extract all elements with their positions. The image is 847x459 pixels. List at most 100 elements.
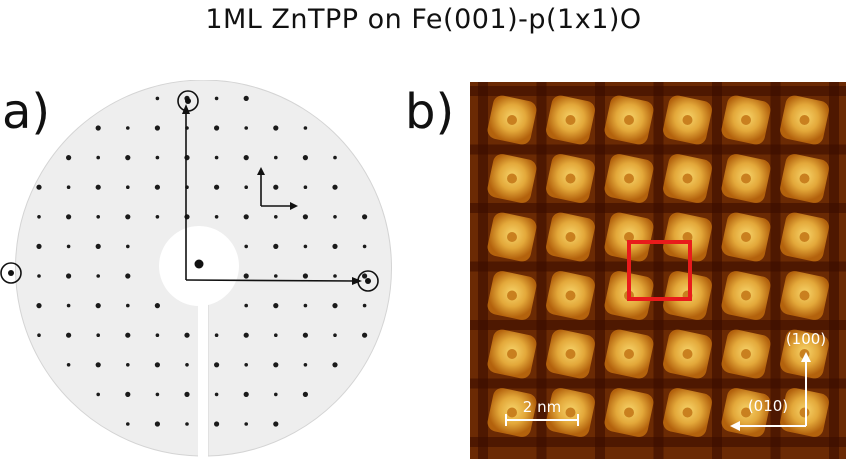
molecule — [721, 95, 771, 145]
circled-spot-left — [0, 262, 22, 284]
diffraction-spot — [303, 303, 308, 308]
diffraction-spot — [273, 184, 279, 190]
diffraction-spot — [243, 273, 249, 279]
diffraction-spot — [125, 273, 131, 279]
diffraction-spot — [244, 303, 248, 308]
diffraction-spot — [185, 422, 189, 426]
diffraction-spot — [66, 363, 71, 367]
leed-spots — [36, 95, 368, 427]
diffraction-spot — [243, 214, 249, 220]
molecule — [604, 154, 654, 203]
diffraction-spot — [185, 363, 189, 367]
diffraction-spot — [154, 421, 160, 427]
stm-dark-grid — [470, 82, 846, 459]
diffraction-spot — [36, 303, 42, 309]
diffraction-spot — [66, 155, 72, 161]
diffraction-spot — [66, 303, 71, 308]
diffraction-spot — [362, 273, 368, 279]
diffraction-spot — [303, 185, 308, 189]
screen-slit — [198, 300, 208, 459]
diffraction-spot — [214, 184, 220, 190]
diffraction-spot — [154, 125, 160, 131]
molecule — [487, 388, 537, 437]
diffraction-spot — [273, 125, 279, 131]
molecule — [780, 95, 829, 145]
leed-screen — [15, 80, 392, 459]
diffraction-spot — [95, 303, 101, 309]
diffraction-spot — [184, 214, 190, 220]
diffraction-spot — [302, 391, 308, 397]
diffraction-spot — [66, 273, 72, 279]
diffraction-spot — [66, 332, 72, 338]
lattice-vector-arrows — [182, 104, 362, 285]
diffraction-spot — [244, 244, 248, 249]
diffraction-spot — [302, 273, 308, 279]
diffraction-spot — [126, 363, 130, 367]
panel-a-label: a) — [2, 84, 51, 140]
diffraction-spot — [155, 392, 160, 397]
diffraction-spot — [243, 332, 249, 338]
molecule — [487, 154, 537, 203]
diffraction-spot — [154, 184, 160, 190]
orientation-axes — [257, 167, 298, 210]
diffraction-spot — [243, 155, 249, 161]
molecule — [487, 329, 537, 379]
molecule — [721, 212, 771, 262]
diffraction-spot — [303, 126, 308, 130]
molecule — [546, 329, 595, 379]
diffraction-spot — [302, 332, 308, 338]
diffraction-spot — [243, 391, 249, 397]
molecule — [546, 154, 595, 203]
diffraction-spot — [332, 184, 338, 190]
diffraction-spot — [214, 392, 219, 397]
diffraction-spot — [333, 215, 337, 219]
diffraction-spot — [244, 363, 248, 367]
stm-image: 2 nm (100) (010) — [470, 82, 846, 459]
molecule — [721, 154, 771, 203]
diffraction-spot — [362, 332, 368, 338]
diffraction-spot — [126, 303, 130, 308]
molecule — [663, 271, 712, 320]
diffraction-spot — [96, 333, 100, 338]
diffraction-spot — [36, 184, 42, 190]
diffraction-spot — [274, 274, 278, 278]
diffraction-spot — [37, 274, 41, 278]
diffraction-spot — [37, 215, 41, 219]
diffraction-spot — [303, 363, 308, 367]
diffraction-spot — [95, 243, 101, 249]
diffraction-spot — [95, 362, 101, 368]
molecule — [663, 95, 712, 145]
diffraction-spot — [333, 274, 337, 278]
direction-arrows — [730, 352, 811, 431]
unit-cell-highlight-box — [627, 240, 692, 301]
molecule — [721, 329, 771, 379]
diffraction-spot — [125, 391, 131, 397]
diffraction-spot — [154, 303, 160, 309]
diffraction-spot — [184, 391, 190, 397]
molecule — [663, 212, 712, 262]
molecule — [487, 212, 537, 262]
diffraction-spot — [126, 422, 130, 426]
diffraction-spot — [244, 422, 248, 426]
diffraction-spot — [244, 185, 248, 189]
diffraction-spot — [214, 421, 220, 427]
diffraction-spot — [126, 126, 130, 130]
molecule — [663, 154, 712, 203]
diffraction-spot — [214, 125, 220, 131]
diffraction-spot — [274, 215, 278, 219]
diffraction-spot — [155, 215, 160, 219]
diffraction-spot — [302, 214, 308, 220]
molecule — [487, 95, 537, 145]
diffraction-spot — [126, 244, 130, 249]
diffraction-spot — [154, 362, 160, 368]
diffraction-spot — [66, 214, 72, 220]
diffraction-spot — [125, 214, 131, 220]
molecule — [663, 329, 712, 379]
molecule — [546, 95, 595, 145]
molecule — [487, 271, 537, 320]
figure-title: 1ML ZnTPP on Fe(001)-p(1x1)O — [205, 4, 642, 35]
diffraction-spot — [66, 244, 71, 249]
diffraction-spot — [95, 184, 101, 190]
molecule — [780, 212, 829, 262]
scale-bar-label: 2 nm — [523, 398, 561, 416]
